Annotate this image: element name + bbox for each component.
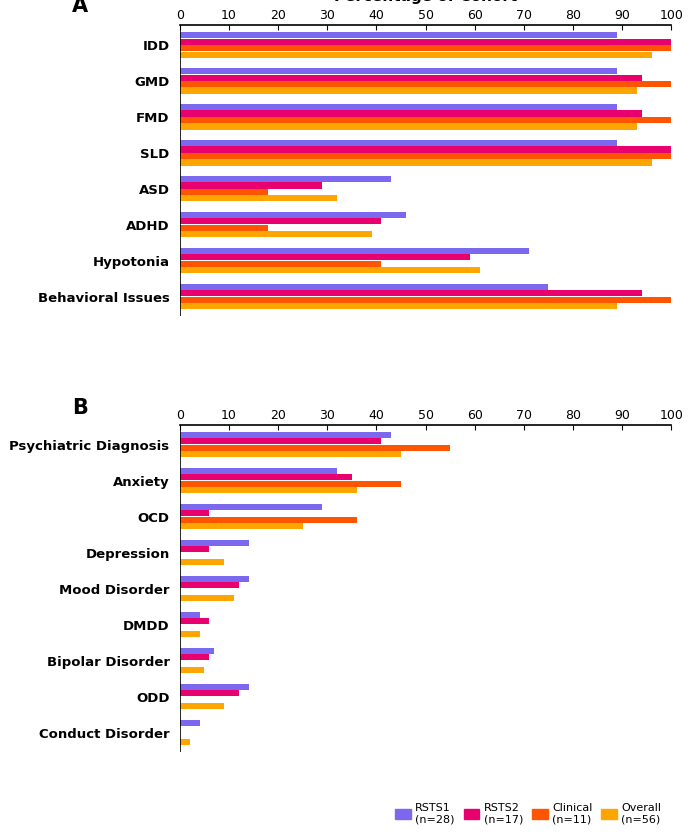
Bar [180,739,190,746]
Bar [180,189,268,195]
Bar [180,81,671,87]
Bar [180,523,303,529]
Bar [180,146,671,152]
Bar [180,268,480,273]
Bar [180,160,652,166]
Bar [180,225,268,231]
Bar [180,487,357,493]
Bar [180,247,529,254]
Legend: RSTS1
(n=28), RSTS2
(n=17), Clinical
(n=11), Overall
(n=56): RSTS1 (n=28), RSTS2 (n=17), Clinical (n=… [391,798,666,828]
Bar [180,582,239,589]
Bar [180,540,248,546]
Bar [180,619,210,624]
Bar [180,438,381,444]
Bar [180,648,215,654]
Bar [180,431,391,438]
Bar [180,474,352,481]
Bar [180,140,617,146]
Bar [180,196,337,201]
Bar [180,110,641,116]
Bar [180,52,652,58]
Bar [180,612,199,618]
Bar [180,74,641,80]
Bar [180,232,372,237]
Bar [180,254,470,261]
Bar [180,124,637,130]
Bar [180,104,617,110]
Bar [180,703,224,710]
Bar [180,290,641,297]
Bar [180,117,671,123]
Bar [180,655,210,660]
Bar [180,467,337,474]
Bar [180,212,406,218]
Bar [180,481,401,487]
Bar [180,45,671,51]
Bar [180,182,322,189]
Text: A: A [72,0,88,16]
Bar [180,218,381,225]
Bar [180,510,210,517]
Bar [180,595,234,601]
Bar [180,68,617,74]
Bar [180,691,239,696]
Bar [180,38,671,44]
Bar [180,176,391,182]
Bar [180,261,381,267]
X-axis label: Percentage of Cohort: Percentage of Cohort [334,0,517,4]
Bar [180,284,549,290]
Bar [180,88,637,94]
Bar [180,451,401,457]
Bar [180,559,224,565]
Bar [180,297,671,303]
Bar [180,504,322,510]
Bar [180,546,210,553]
Bar [180,517,357,522]
Bar [180,576,248,582]
Bar [180,153,671,159]
Bar [180,720,199,726]
Text: B: B [72,399,88,419]
Bar [180,32,617,38]
Bar [180,445,450,451]
Bar [180,667,205,673]
Bar [180,303,617,309]
Bar [180,631,199,637]
Bar [180,684,248,690]
